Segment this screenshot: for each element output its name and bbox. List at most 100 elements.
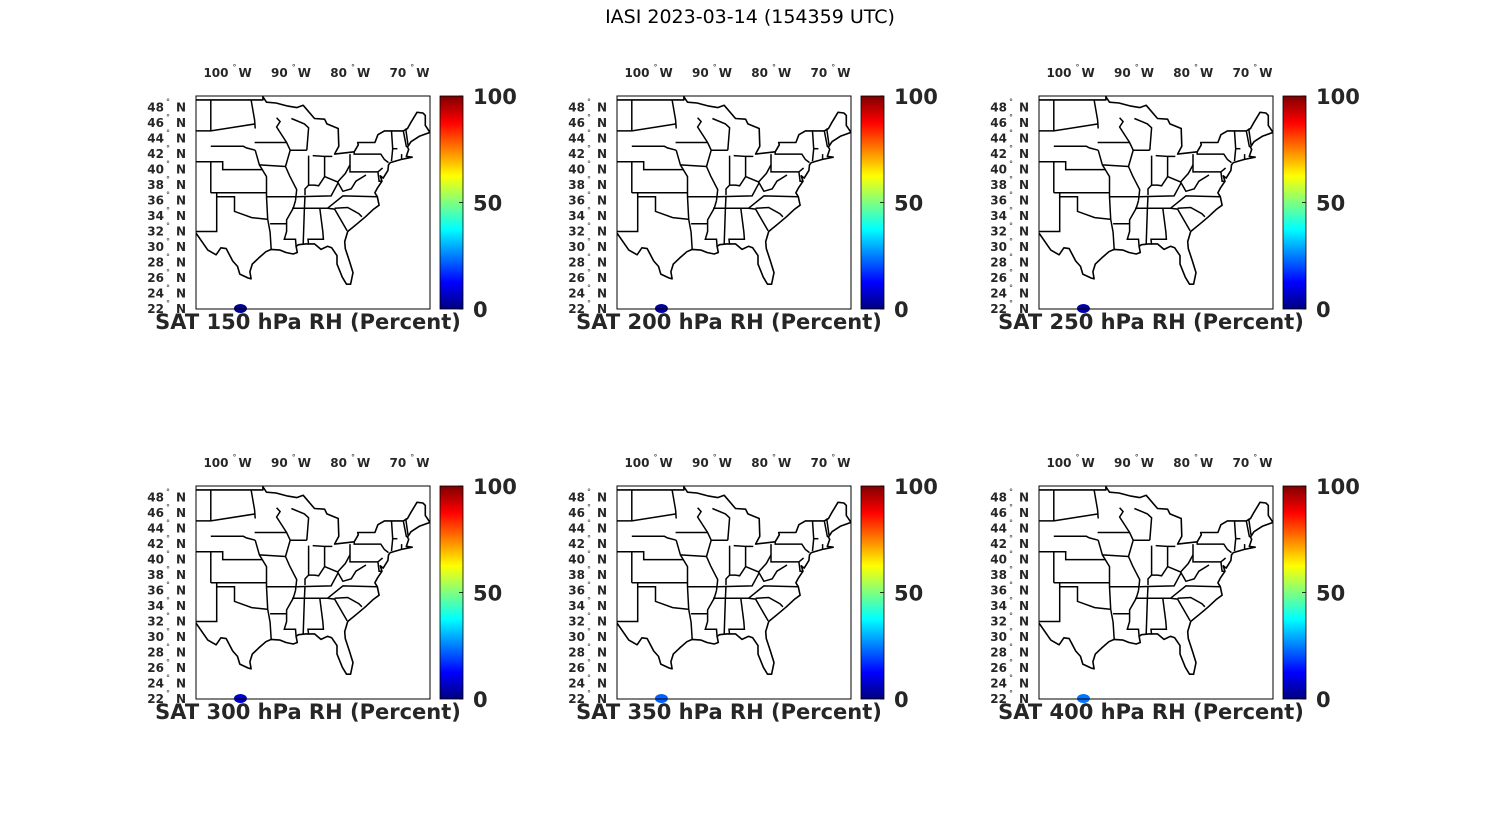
coastline [617, 486, 851, 675]
lat-hemisphere: N [1019, 132, 1029, 146]
lon-hemisphere: W [1200, 66, 1213, 80]
lat-hemisphere: N [176, 599, 186, 613]
lat-hemisphere: N [1019, 209, 1029, 223]
degree-symbol: ° [1009, 144, 1013, 153]
lon-hemisphere: W [778, 66, 791, 80]
state-border [1039, 551, 1106, 561]
lat-hemisphere: N [176, 178, 186, 192]
state-border [1118, 117, 1141, 201]
lat-hemisphere: N [597, 630, 607, 644]
lon-tick-label: 80 [1173, 66, 1190, 80]
map-panel: 100 ° W 90 ° W 80 ° W 70 ° W 48 ° N 46 ° N 44 ° N 42 ° N 40 ° N 38 °… [140, 63, 560, 373]
lat-hemisphere: N [176, 661, 186, 675]
state-border [404, 518, 409, 536]
state-border [308, 544, 326, 577]
state-border [353, 541, 389, 554]
panel-caption: SAT 200 hPa RH (Percent) [576, 310, 882, 334]
lat-tick-label: 48 [147, 101, 164, 115]
state-border [308, 154, 326, 187]
lat-tick-label: 36 [990, 194, 1007, 208]
state-border [336, 564, 367, 583]
state-border [728, 598, 746, 635]
degree-symbol: ° [166, 113, 170, 122]
degree-symbol: ° [1135, 63, 1139, 72]
lat-hemisphere: N [1019, 522, 1029, 536]
lon-tick-label: 90 [1114, 456, 1131, 470]
lat-tick-label: 32 [568, 615, 585, 629]
state-border [757, 174, 788, 193]
lat-hemisphere: N [597, 163, 607, 177]
degree-symbol: ° [1009, 534, 1013, 543]
lat-hemisphere: N [1019, 661, 1029, 675]
state-border [725, 155, 731, 196]
state-border [1170, 207, 1191, 232]
lon-tick-label: 90 [271, 456, 288, 470]
degree-symbol: ° [166, 488, 170, 497]
state-border [1147, 155, 1153, 196]
lat-tick-label: 24 [568, 287, 585, 301]
degree-symbol: ° [831, 453, 835, 462]
lon-tick-label: 80 [751, 456, 768, 470]
degree-symbol: ° [587, 144, 591, 153]
lat-tick-label: 48 [147, 491, 164, 505]
state-border [1170, 597, 1191, 622]
lon-hemisphere: W [837, 456, 850, 470]
degree-symbol: ° [831, 63, 835, 72]
state-border [1039, 161, 1106, 171]
lat-tick-label: 42 [147, 147, 164, 161]
degree-symbol: ° [166, 596, 170, 605]
state-border [1135, 195, 1221, 210]
lat-hemisphere: N [597, 692, 607, 706]
state-border [823, 130, 829, 148]
degree-symbol: ° [587, 175, 591, 184]
degree-symbol: ° [587, 534, 591, 543]
lat-tick-label: 46 [147, 116, 164, 130]
lat-tick-label: 28 [147, 646, 164, 660]
lon-hemisphere: W [1259, 456, 1272, 470]
lat-tick-label: 44 [990, 132, 1007, 146]
lat-tick-label: 34 [147, 599, 164, 613]
degree-symbol: ° [587, 674, 591, 683]
lat-hemisphere: N [176, 522, 186, 536]
lat-hemisphere: N [1019, 615, 1029, 629]
lon-tick-label: 100 [624, 456, 649, 470]
state-border [1039, 586, 1061, 623]
lat-hemisphere: N [176, 116, 186, 130]
state-border [617, 123, 677, 132]
map-svg: 100 ° W 90 ° W 80 ° W 70 ° W48 ° N46 ° N44 ° N42 ° N40 ° N38 °… [990, 63, 1360, 322]
degree-symbol: ° [587, 222, 591, 231]
lat-tick-label: 38 [568, 178, 585, 192]
lat-tick-label: 30 [568, 240, 585, 254]
lon-hemisphere: W [298, 456, 311, 470]
degree-symbol: ° [1009, 550, 1013, 559]
state-border [1102, 164, 1129, 168]
lon-hemisphere: W [660, 456, 673, 470]
lat-hemisphere: N [597, 615, 607, 629]
lat-tick-label: 30 [147, 240, 164, 254]
degree-symbol: ° [1194, 63, 1198, 72]
lat-hemisphere: N [1019, 240, 1029, 254]
lat-tick-label: 30 [147, 630, 164, 644]
lat-hemisphere: N [1019, 256, 1029, 270]
degree-symbol: ° [166, 268, 170, 277]
degree-symbol: ° [587, 253, 591, 262]
state-border [196, 123, 256, 132]
lat-hemisphere: N [597, 506, 607, 520]
state-border [307, 598, 325, 635]
lat-tick-label: 24 [568, 677, 585, 691]
state-border [196, 586, 218, 623]
degree-symbol: ° [587, 113, 591, 122]
lat-hemisphere: N [597, 178, 607, 192]
state-border [353, 151, 389, 164]
map-panel: 100 ° W 90 ° W 80 ° W 70 ° W 48 ° N 46 ° N 44 ° N 42 ° N 40 ° N 38 °… [140, 453, 560, 763]
degree-symbol: ° [1009, 674, 1013, 683]
lat-tick-label: 48 [990, 491, 1007, 505]
lat-hemisphere: N [176, 132, 186, 146]
state-border [377, 561, 382, 572]
lat-tick-label: 40 [990, 163, 1007, 177]
lat-tick-label: 28 [568, 256, 585, 270]
lon-hemisphere: W [1200, 456, 1213, 470]
lat-hemisphere: N [1019, 101, 1029, 115]
map-svg: 100 ° W 90 ° W 80 ° W 70 ° W48 ° N46 ° N44 ° N42 ° N40 ° N38 °… [990, 453, 1360, 712]
degree-symbol: ° [166, 222, 170, 231]
